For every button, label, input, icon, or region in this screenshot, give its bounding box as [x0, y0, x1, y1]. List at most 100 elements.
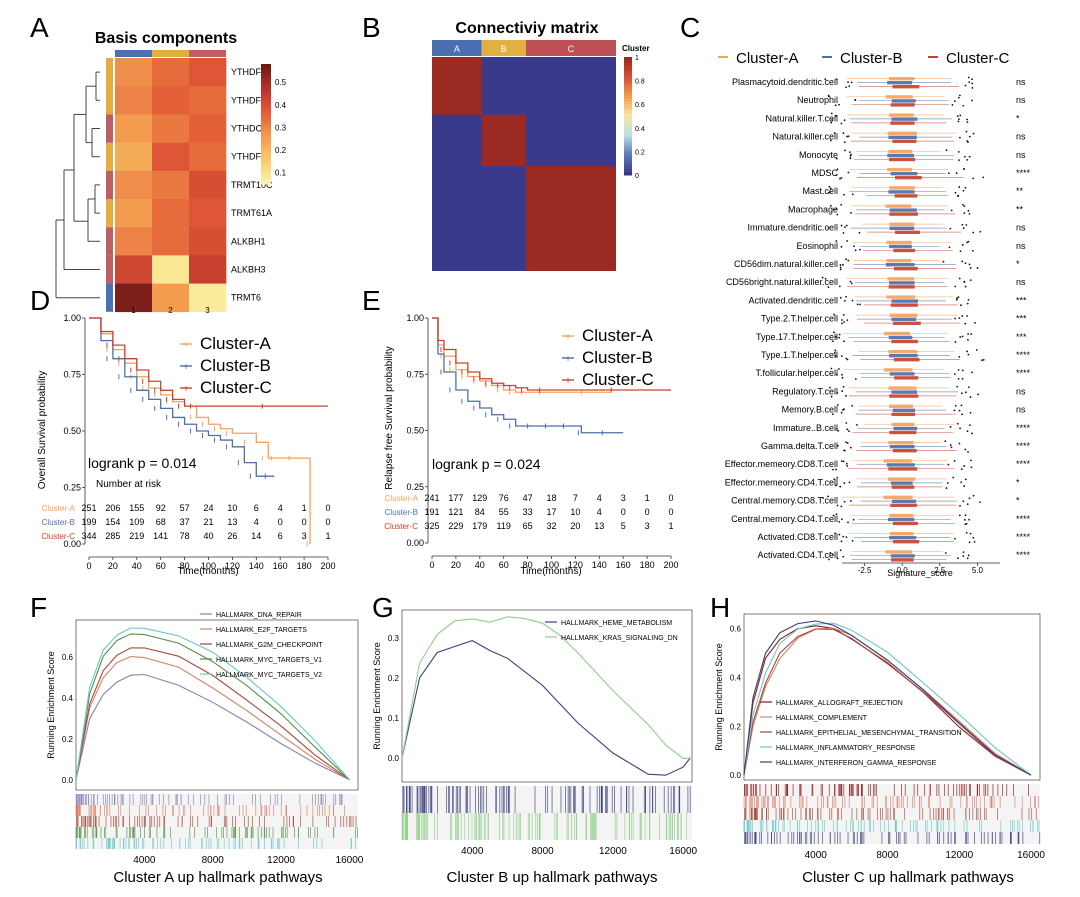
outlier-point — [842, 232, 845, 234]
y-tick-label: 0.3 — [388, 634, 400, 643]
outlier-point — [828, 185, 831, 188]
box — [892, 408, 916, 412]
outlier-point — [842, 555, 845, 558]
plot-frame — [401, 609, 693, 783]
heatmap-cell — [115, 170, 153, 200]
outlier-point — [963, 465, 966, 467]
box — [894, 176, 922, 180]
risk-count: 6 — [278, 531, 283, 541]
x-tick-label: 0 — [429, 560, 434, 570]
outlier-point — [842, 385, 845, 388]
outlier-point — [827, 227, 830, 229]
panel-a-basis-heatmap: A Basis components YTHDF2YTHDF1YTHDC1YTH… — [30, 12, 287, 315]
colorbar-step — [624, 133, 632, 138]
outlier-point — [963, 212, 966, 215]
panel-e-ylabel: Relapse free Survival probability — [384, 346, 395, 489]
outlier-point — [948, 246, 951, 249]
risk-count: 155 — [129, 503, 144, 513]
outlier-point — [982, 176, 985, 179]
row-sidebar-segment — [106, 199, 113, 228]
box — [884, 368, 913, 372]
panel-a-title: Basis components — [95, 30, 237, 47]
panel-h-plot: 0.6 0.4 0.2 0.0 Running Enrichment Score HALL… — [714, 613, 1045, 861]
row-label: ALKBH1 — [231, 236, 266, 246]
colorbar-step — [624, 169, 632, 173]
box — [893, 358, 920, 362]
panel-a-dendrogram — [55, 71, 100, 299]
risk-count: 121 — [448, 507, 463, 517]
outlier-point — [966, 121, 969, 124]
outlier-point — [979, 501, 981, 504]
outlier-point — [967, 333, 970, 335]
outlier-point — [848, 85, 851, 88]
outlier-point — [964, 84, 967, 87]
box — [886, 295, 916, 299]
outlier-point — [847, 171, 850, 174]
box — [890, 481, 913, 485]
outlier-point — [850, 282, 853, 285]
significance-label: **** — [1016, 532, 1031, 542]
outlier-point — [964, 478, 967, 481]
x-tick-label: 8000 — [531, 846, 554, 857]
y-tick-label: 0.25 — [63, 483, 81, 493]
row-label: YTHDF2 — [231, 67, 266, 77]
outlier-point — [947, 172, 950, 175]
risk-count: 10 — [570, 507, 580, 517]
panel-f-caption: Cluster A up hallmark pathways — [113, 869, 322, 886]
outlier-point — [961, 369, 964, 372]
outlier-point — [966, 350, 969, 353]
outlier-point — [835, 114, 838, 117]
heatmap-cell — [152, 227, 190, 256]
x-tick-label: 60 — [156, 561, 166, 571]
heatmap-cell — [189, 114, 227, 143]
x-tick-label: 180 — [297, 561, 312, 571]
outlier-point — [826, 169, 828, 172]
outlier-point — [843, 193, 845, 196]
colorbar-step — [624, 172, 632, 176]
x-tick-label: 160 — [273, 561, 288, 571]
panel-letter-h: H — [710, 592, 730, 623]
legend-label: HALLMARK_HEME_METABOLISM — [561, 620, 672, 627]
risk-row-label: Cluster-A — [385, 494, 419, 503]
outlier-point — [970, 466, 973, 469]
y-tick-label: 0.25 — [406, 482, 424, 492]
outlier-point — [961, 315, 964, 317]
enrichment-curve — [743, 620, 1032, 776]
outlier-point — [858, 231, 861, 234]
rug-band — [744, 784, 1040, 796]
outlier-point — [969, 532, 972, 535]
box — [888, 441, 914, 445]
y-tick-label: 0.4 — [730, 673, 742, 682]
outlier-point — [962, 551, 965, 554]
y-axis-label: Running Enrichment Score — [46, 651, 56, 759]
outlier-point — [822, 497, 824, 499]
row-label: Natural.killer.cell — [772, 132, 838, 142]
box — [886, 259, 912, 263]
row-label: Type.1.T.helper.cell — [761, 350, 838, 360]
risk-count: 17 — [546, 507, 556, 517]
outlier-point — [849, 500, 852, 502]
outlier-point — [957, 296, 960, 299]
box — [890, 172, 918, 176]
outlier-point — [846, 442, 849, 444]
outlier-point — [835, 174, 838, 176]
panel-d-risk-title: Number at risk — [96, 479, 162, 490]
outlier-point — [840, 518, 843, 521]
outlier-point — [846, 319, 849, 322]
outlier-point — [976, 267, 979, 269]
risk-count: 10 — [227, 503, 237, 513]
outlier-point — [848, 151, 851, 154]
outlier-point — [961, 260, 964, 263]
colorbar-step — [261, 163, 271, 167]
significance-label: *** — [1016, 332, 1027, 342]
outlier-point — [956, 297, 958, 300]
outlier-point — [964, 514, 967, 517]
colorbar-step — [624, 95, 632, 99]
outlier-point — [850, 81, 853, 84]
box — [893, 540, 920, 544]
outlier-point — [966, 430, 969, 433]
outlier-point — [954, 340, 957, 343]
box — [890, 103, 915, 107]
x-tick-label: 140 — [592, 560, 607, 570]
panel-d-legend: + Cluster-A + Cluster-B + Cluster-C — [180, 334, 272, 397]
